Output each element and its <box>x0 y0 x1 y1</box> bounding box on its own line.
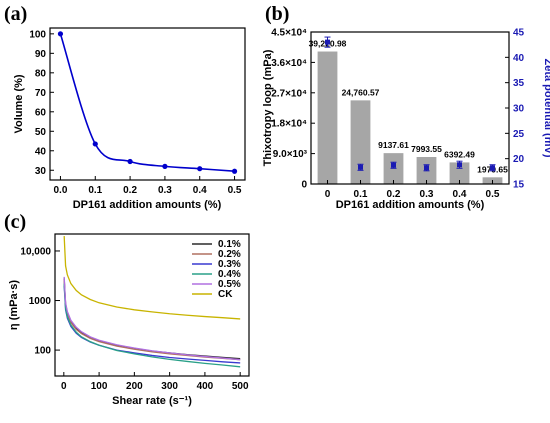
legend-label: 0.5% <box>218 279 241 290</box>
legend-label: CK <box>218 289 233 300</box>
x-tick-label: 0.3 <box>158 185 172 196</box>
bar <box>449 162 470 184</box>
x-tick-label: 0 <box>61 381 67 392</box>
x-tick-label: 0.5 <box>486 189 500 200</box>
x-tick-label: 0.0 <box>53 185 67 196</box>
data-point <box>92 141 98 147</box>
viscosity-line-0p4pct <box>63 283 241 368</box>
viscosity-line-CK <box>63 236 241 320</box>
y-tick-label: 100 <box>29 29 46 40</box>
zeta-point <box>325 39 330 45</box>
plot-c-ticks: 0 100 200 300 400 500 100 1000 10,000 <box>20 246 249 392</box>
plot-a-ylabel: Volume (%) <box>13 74 25 133</box>
panel-b: (b) 39,220.9824,760.579137.617993.556392… <box>262 3 550 211</box>
bar-value-label: 9137.61 <box>378 140 409 150</box>
y2-tick-label: 35 <box>513 78 525 89</box>
zeta-point <box>490 165 495 171</box>
y2-tick-label: 30 <box>513 104 525 115</box>
viscosity-line-0p1pct <box>63 278 241 360</box>
y-tick-label: 100 <box>34 346 51 357</box>
x-tick-label: 0.5 <box>228 185 242 196</box>
viscosity-series-lines <box>63 236 241 368</box>
x-tick-label: 0.4 <box>453 189 467 200</box>
thixotropy-bar-labels: 39,220.9824,760.579137.617993.556392.491… <box>309 39 509 175</box>
plot-c-ylabel: η (mPa·s) <box>8 280 20 330</box>
bar-value-label: 7993.55 <box>411 144 442 154</box>
y-tick-label: 50 <box>35 127 47 138</box>
plot-a-ticks: 0.0 0.1 0.2 0.3 0.4 0.5 30 40 50 60 70 80 90 100 <box>29 29 242 196</box>
plot-c-frame <box>54 233 250 377</box>
y-tick-label: 4.5×10⁴ <box>271 28 307 39</box>
viscosity-line-0p5pct <box>63 276 241 361</box>
y2-tick-label: 25 <box>513 129 525 140</box>
y-tick-label: 2.7×10⁴ <box>271 88 307 99</box>
x-tick-label: 0.2 <box>387 189 401 200</box>
y-tick-label: 70 <box>35 88 47 99</box>
y-tick-label: 30 <box>35 166 47 177</box>
x-tick-label: 0.2 <box>123 185 137 196</box>
legend-label: 0.4% <box>218 269 241 280</box>
thixotropy-bars <box>317 51 503 184</box>
y-tick-label: 1000 <box>29 296 52 307</box>
x-tick-label: 0.3 <box>420 189 434 200</box>
data-point <box>127 158 133 165</box>
x-tick-label: 0.1 <box>88 185 102 196</box>
bar-value-label: 6392.49 <box>444 149 475 159</box>
zeta-point <box>424 165 429 171</box>
panel-c-label: (c) <box>4 211 26 233</box>
x-tick-label: 0.1 <box>354 189 368 200</box>
zeta-point <box>358 164 363 170</box>
x-tick-label: 100 <box>91 381 108 392</box>
legend-label: 0.2% <box>218 249 241 260</box>
y-tick-label: 90 <box>35 49 47 60</box>
panel-a: (a) 0.0 0.1 0.2 0.3 0.4 0.530405060708090100 … <box>4 3 246 211</box>
bar <box>317 51 338 184</box>
data-point <box>57 31 64 37</box>
plot-b-ticks: 0 0.1 0.2 0.3 0.4 0.5 0 9.0×10³ 1.8×10⁴ 2.7×10⁴ 3.… <box>271 28 524 201</box>
plot-c-xlabel: Shear rate (s⁻¹) <box>112 395 192 407</box>
plot-a-xlabel: DP161 addition amounts (%) <box>73 199 222 211</box>
x-tick-label: 200 <box>126 381 143 392</box>
y-tick-label: 3.6×10⁴ <box>271 58 307 69</box>
y-tick-label: 10,000 <box>20 246 51 257</box>
viscosity-line-0p2pct <box>63 279 241 361</box>
plot-a-frame <box>49 27 246 181</box>
x-tick-label: 0 <box>325 189 331 200</box>
y-tick-label: 9.0×10³ <box>273 149 308 160</box>
y2-tick-label: 40 <box>513 53 525 64</box>
y-tick-label: 40 <box>35 146 47 157</box>
volume-series-points <box>57 31 238 174</box>
plot-b-frame <box>310 31 510 185</box>
plot-b-xlabel: DP161 addition amounts (%) <box>336 199 485 211</box>
y2-tick-label: 45 <box>513 28 525 39</box>
bar-value-label: 24,760.57 <box>342 87 380 97</box>
y2-tick-label: 15 <box>513 180 525 191</box>
zeta-point <box>391 162 396 168</box>
plot-c-legend: 0.1%0.2%0.3%0.4%0.5%CK <box>192 239 241 300</box>
x-tick-label: 0.4 <box>193 185 207 196</box>
bar <box>350 100 371 184</box>
legend-label: 0.3% <box>218 259 241 270</box>
panel-a-label: (a) <box>4 3 27 25</box>
plot-b-y2label: Zeta potential (mV) <box>542 58 550 157</box>
zeta-point <box>457 162 462 168</box>
x-tick-label: 500 <box>232 381 249 392</box>
x-tick-label: 400 <box>197 381 214 392</box>
volume-series-line <box>59 33 235 173</box>
panel-b-label: (b) <box>265 3 289 25</box>
data-point <box>197 166 203 172</box>
plot-b-ylabel: Thixotropy loop (mPa) <box>262 49 274 166</box>
y-tick-label: 0 <box>301 180 307 191</box>
y-tick-label: 60 <box>35 107 47 118</box>
data-point <box>162 163 168 169</box>
x-tick-label: 300 <box>161 381 178 392</box>
data-point <box>231 168 238 174</box>
zeta-potential-points <box>324 36 496 172</box>
y-tick-label: 1.8×10⁴ <box>271 119 307 130</box>
legend-label: 0.1% <box>218 239 241 250</box>
y2-tick-label: 20 <box>513 154 525 165</box>
y-tick-label: 80 <box>35 68 47 79</box>
